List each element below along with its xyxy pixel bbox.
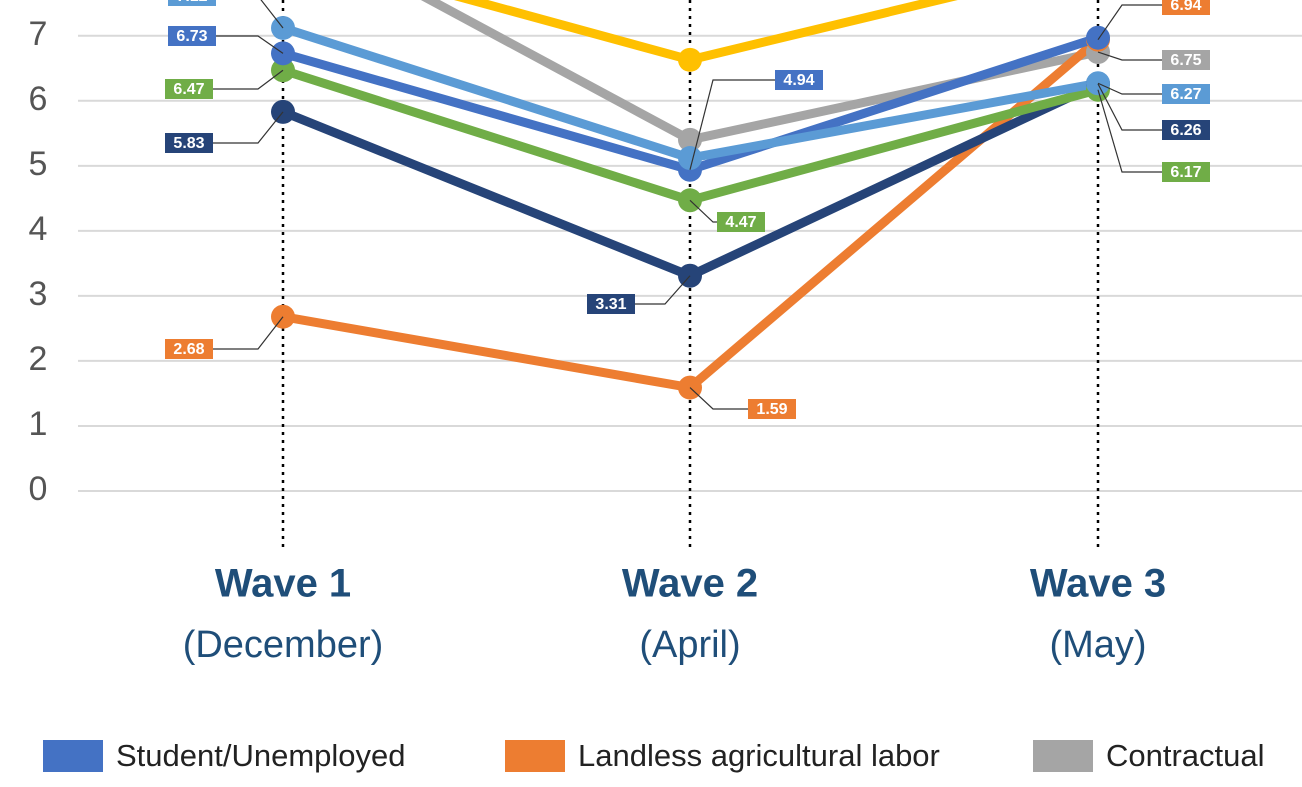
data-label: 6.75 [1170,52,1201,69]
y-tick-label: 3 [29,275,48,313]
data-label: 5.83 [173,135,204,152]
label-box [1162,50,1210,70]
label-box [1162,0,1210,15]
label-box [165,79,213,99]
y-tick-label: 0 [29,470,48,508]
leader-line [216,35,284,54]
data-label: 6.47 [173,81,204,98]
label-box [1162,84,1210,104]
label-box [775,70,823,90]
point [1086,25,1110,50]
legend-label: Contractual [1106,738,1265,773]
data-label: 3.31 [595,296,626,313]
data-label: 6.27 [1170,86,1201,103]
data-label: 4.47 [725,214,756,231]
x-tick-label: Wave 1 [215,562,351,606]
legend-swatch [505,740,565,772]
legend-label: Student/Unemployed [116,738,406,773]
y-tick-label: 5 [29,145,48,183]
label-box [1162,120,1210,140]
data-label: 4.94 [783,72,814,89]
leader-line [1097,82,1162,95]
y-tick-label: 1 [29,405,48,443]
legend-swatch [43,740,103,772]
leader-line [1097,89,1162,173]
leader-line [213,69,284,90]
data-label: 6.94 [1170,0,1201,14]
leader-line [213,316,284,350]
leader-line [635,275,691,305]
label-box [587,294,635,314]
leader-line [213,111,284,144]
x-tick-label: Wave 3 [1030,562,1166,606]
label-box [165,133,213,153]
point [678,146,702,171]
data-label: 1.59 [756,401,787,418]
x-tick-note: (May) [1049,624,1146,666]
data-label: 2.68 [173,341,204,358]
x-tick-note: (December) [183,624,384,666]
legend-label: Landless agricultural labor [578,738,940,773]
leader-line [1097,51,1162,61]
data-label: 6.17 [1170,164,1201,181]
data-label: 6.26 [1170,122,1201,139]
y-tick-label: 7 [29,15,48,53]
label-box [165,339,213,359]
data-label: 6.73 [176,28,207,45]
label-box [168,26,216,46]
y-tick-label: 4 [29,210,48,248]
leader-line [689,387,748,410]
label-box [748,399,796,419]
label-box [168,0,216,6]
y-tick-label: 2 [29,340,48,378]
data-label: 7.12 [176,0,207,5]
x-tick-note: (April) [639,624,740,666]
legend-swatch [1033,740,1093,772]
leader-line [689,199,717,223]
leader-line [689,79,775,170]
leader-line [1097,83,1162,131]
leader-line [260,0,284,29]
label-box [1162,162,1210,182]
y-tick-label: 6 [29,80,48,118]
x-tick-label: Wave 2 [622,562,758,606]
label-box [717,212,765,232]
leader-line [1097,4,1162,41]
point [271,15,295,40]
point [678,47,702,72]
